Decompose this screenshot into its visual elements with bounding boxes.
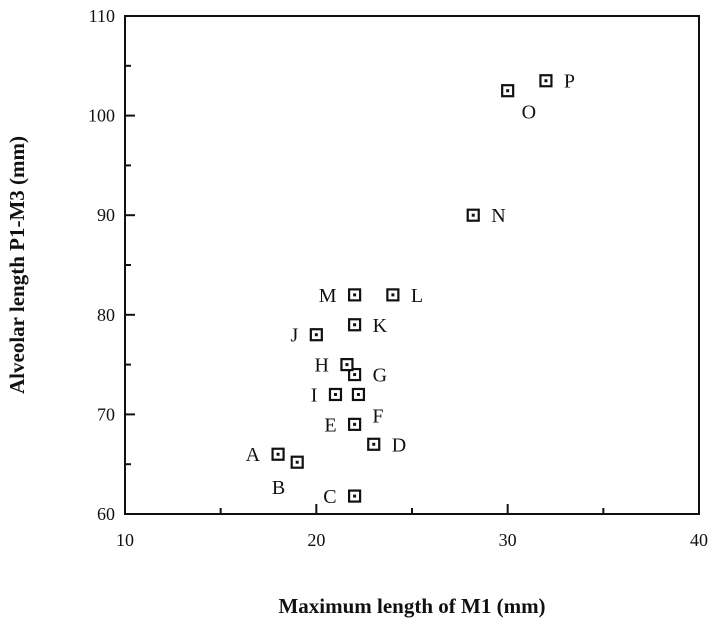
point-label: G <box>373 365 387 387</box>
point-label: I <box>311 384 318 406</box>
data-points: AB C D E F I G HJ K M L N O P <box>246 71 575 508</box>
point-marker-dot <box>333 392 337 396</box>
data-point-e: E <box>324 414 362 436</box>
y-axis-title: Alveolar length P1-M3 (mm) <box>5 136 29 394</box>
data-point-f: F <box>351 387 384 427</box>
data-point-b: B <box>272 455 304 499</box>
data-point-d: D <box>367 434 406 456</box>
data-point-l: L <box>386 285 423 307</box>
point-label: K <box>373 315 388 337</box>
point-marker-dot <box>372 442 376 446</box>
point-marker-dot <box>506 89 510 93</box>
point-label: J <box>291 325 299 347</box>
point-label: E <box>324 414 336 436</box>
x-tick-label: 10 <box>116 530 134 550</box>
point-marker-dot <box>353 293 357 297</box>
point-marker-dot <box>314 333 318 337</box>
y-axis-ticks: 60 70 80 90 100 110 <box>88 6 135 524</box>
point-marker-dot <box>345 363 349 367</box>
point-label: L <box>411 285 423 307</box>
data-point-c: C <box>323 486 362 508</box>
point-label: P <box>564 71 575 93</box>
data-point-j: J <box>291 325 323 347</box>
point-marker-dot <box>353 323 357 327</box>
y-tick-label: 110 <box>89 6 115 26</box>
y-tick-label: 80 <box>97 305 115 325</box>
plot-area-frame <box>124 15 700 515</box>
point-label: C <box>323 486 336 508</box>
data-point-g: G <box>348 365 387 387</box>
data-point-h: H <box>314 355 354 377</box>
point-label: H <box>314 355 328 377</box>
data-point-a: A <box>246 444 285 466</box>
x-axis-title: Maximum length of M1 (mm) <box>278 594 545 618</box>
point-marker-dot <box>356 392 360 396</box>
data-point-n: N <box>466 205 506 227</box>
point-marker-dot <box>353 494 357 498</box>
x-tick-label: 30 <box>499 530 517 550</box>
point-marker-dot <box>471 213 475 217</box>
point-label: A <box>246 444 261 466</box>
x-tick-label: 20 <box>307 530 325 550</box>
data-point-p: P <box>539 71 575 93</box>
x-tick-label: 40 <box>690 530 708 550</box>
point-label: N <box>491 205 505 227</box>
data-point-m: M <box>319 285 362 307</box>
point-marker-dot <box>276 452 280 456</box>
point-label: M <box>319 285 337 307</box>
x-axis-ticks: 10 20 30 40 <box>116 504 708 550</box>
data-point-k: K <box>348 315 388 337</box>
data-point-o: O <box>501 84 536 124</box>
y-tick-label: 60 <box>97 504 115 524</box>
data-point-i: I <box>311 384 343 406</box>
point-marker-dot <box>295 460 299 464</box>
point-marker-dot <box>353 422 357 426</box>
point-label: F <box>372 405 383 427</box>
point-label: D <box>392 434 406 456</box>
point-label: B <box>272 477 285 499</box>
point-marker-dot <box>544 79 548 83</box>
y-tick-label: 100 <box>88 106 115 126</box>
y-tick-label: 90 <box>97 205 115 225</box>
point-marker-dot <box>353 373 357 377</box>
point-label: O <box>522 102 536 124</box>
y-tick-label: 70 <box>97 404 115 424</box>
point-marker-dot <box>391 293 395 297</box>
